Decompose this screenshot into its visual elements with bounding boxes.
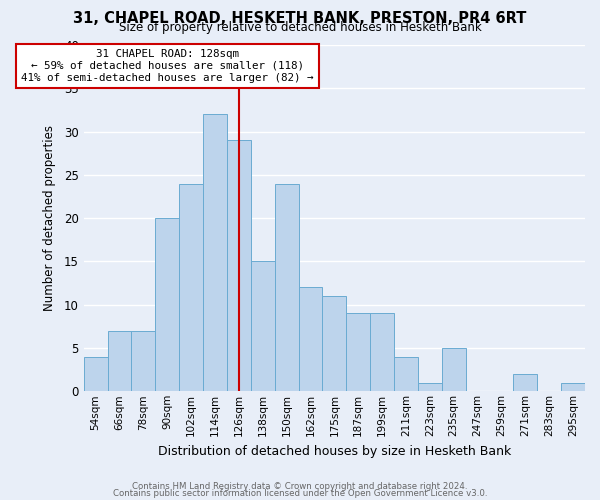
Bar	[227, 140, 251, 392]
Bar	[442, 348, 466, 392]
Bar	[179, 184, 203, 392]
Bar	[251, 262, 275, 392]
Text: 31, CHAPEL ROAD, HESKETH BANK, PRESTON, PR4 6RT: 31, CHAPEL ROAD, HESKETH BANK, PRESTON, …	[73, 11, 527, 26]
Text: Contains HM Land Registry data © Crown copyright and database right 2024.: Contains HM Land Registry data © Crown c…	[132, 482, 468, 491]
Bar	[561, 382, 585, 392]
Bar	[155, 218, 179, 392]
Bar	[84, 356, 107, 392]
Bar	[370, 314, 394, 392]
Bar	[299, 288, 322, 392]
Bar	[107, 330, 131, 392]
Bar	[514, 374, 537, 392]
Text: Contains public sector information licensed under the Open Government Licence v3: Contains public sector information licen…	[113, 489, 487, 498]
Text: Size of property relative to detached houses in Hesketh Bank: Size of property relative to detached ho…	[119, 21, 481, 34]
Bar	[203, 114, 227, 392]
Bar	[418, 382, 442, 392]
Text: 31 CHAPEL ROAD: 128sqm
← 59% of detached houses are smaller (118)
41% of semi-de: 31 CHAPEL ROAD: 128sqm ← 59% of detached…	[21, 50, 314, 82]
X-axis label: Distribution of detached houses by size in Hesketh Bank: Distribution of detached houses by size …	[158, 444, 511, 458]
Bar	[275, 184, 299, 392]
Bar	[131, 330, 155, 392]
Y-axis label: Number of detached properties: Number of detached properties	[43, 125, 56, 311]
Bar	[322, 296, 346, 392]
Bar	[394, 356, 418, 392]
Bar	[346, 314, 370, 392]
